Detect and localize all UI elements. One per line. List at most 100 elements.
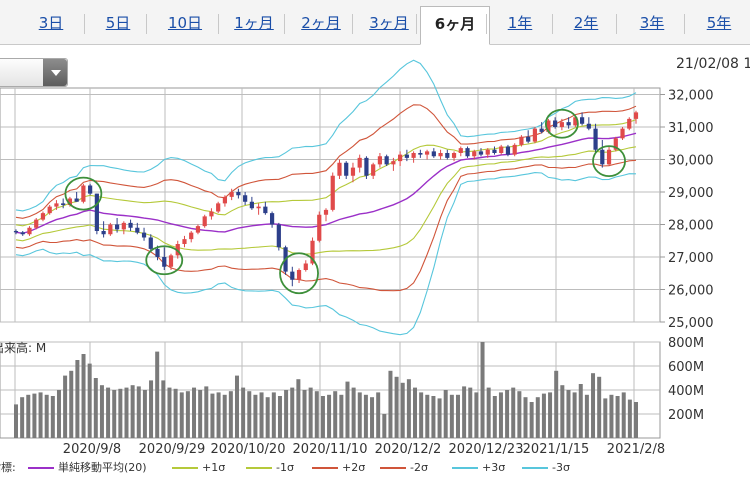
- candle-body: [27, 227, 32, 235]
- tab-separator: [486, 14, 487, 34]
- candle-body: [182, 239, 187, 244]
- volume-bar: [234, 375, 239, 438]
- tab-separator: [352, 14, 353, 34]
- candlestick-series: [13, 110, 639, 287]
- legend-item: -2σ: [380, 458, 428, 478]
- tab-4[interactable]: 1ヶ月: [234, 14, 274, 32]
- indicator-dropdown[interactable]: [0, 58, 68, 87]
- tab-7[interactable]: 6ヶ月: [420, 6, 490, 45]
- legend-item: -3σ: [522, 458, 570, 478]
- candle-body: [303, 263, 308, 270]
- tab-separator: [84, 14, 85, 34]
- volume-bar: [382, 414, 387, 438]
- volume-bar: [44, 394, 49, 438]
- volume-bar: [26, 394, 31, 438]
- volume-bar: [603, 398, 608, 438]
- legend-item: 単純移動平均(20): [28, 458, 147, 478]
- tab-10[interactable]: 3年: [639, 14, 665, 32]
- volume-bar: [179, 392, 184, 438]
- legend-item: +3σ: [452, 458, 505, 478]
- candle-body: [175, 244, 180, 256]
- annotation-circle: [64, 176, 103, 211]
- volume-bar: [271, 392, 276, 438]
- candle-body: [108, 224, 113, 235]
- candle-body: [310, 240, 315, 264]
- candle-body: [371, 164, 376, 176]
- volume-bar: [597, 376, 602, 438]
- candle-body: [263, 206, 268, 214]
- volume-bar: [222, 394, 227, 438]
- volume-bar: [204, 386, 209, 438]
- volume-bar: [413, 387, 418, 438]
- volume-bar: [93, 378, 98, 438]
- candle-body: [168, 255, 174, 267]
- volume-bar: [81, 354, 86, 438]
- minus-2-sigma-band: [15, 159, 637, 292]
- tab-separator: [218, 14, 219, 34]
- candle-body: [209, 211, 214, 217]
- candle-body: [532, 128, 538, 142]
- volume-bar: [106, 387, 111, 438]
- candle-body: [613, 138, 618, 150]
- volume-bar: [185, 391, 190, 438]
- candle-body: [364, 157, 369, 176]
- tab-1[interactable]: 3日: [38, 14, 64, 32]
- candle-body: [141, 232, 147, 238]
- candle-body: [162, 257, 167, 267]
- candle-body: [189, 232, 194, 240]
- legend-swatch: [380, 467, 406, 469]
- tab-6[interactable]: 3ヶ月: [369, 14, 409, 32]
- annotation-circle: [145, 245, 184, 276]
- candle-body: [566, 122, 571, 126]
- tab-separator: [146, 14, 147, 34]
- date-tick-label: 2020/12/2: [375, 442, 442, 457]
- date-tick-label: 2020/9/8: [63, 442, 121, 457]
- tab-separator: [684, 14, 685, 34]
- volume-bar: [155, 351, 160, 438]
- volume-bar: [505, 390, 510, 438]
- volume-bar: [112, 390, 117, 438]
- volume-bar: [363, 394, 368, 438]
- volume-bar: [634, 402, 638, 438]
- candle-body: [465, 148, 470, 157]
- volume-bar: [32, 393, 37, 438]
- candle-body: [249, 201, 254, 209]
- tab-2[interactable]: 5日: [105, 14, 131, 32]
- candle-body: [269, 213, 275, 225]
- price-tick-label: 29,000: [668, 186, 714, 201]
- candle-body: [88, 185, 93, 194]
- volume-bar: [259, 392, 264, 438]
- volume-bar: [388, 370, 393, 438]
- volume-bar: [149, 380, 154, 438]
- candle-body: [553, 120, 558, 127]
- price-grid: [0, 87, 661, 323]
- candle-body: [485, 149, 490, 155]
- annotation-circle: [279, 252, 319, 295]
- candle-body: [472, 151, 477, 157]
- volume-bar: [56, 390, 61, 438]
- candle-body: [222, 196, 228, 204]
- tab-11[interactable]: 5年: [706, 14, 732, 32]
- volume-bar: [173, 388, 178, 438]
- candle-body: [431, 151, 436, 157]
- price-tick-label: 30,000: [668, 154, 714, 169]
- date-tick-label: 2020/9/29: [139, 442, 206, 457]
- candle-body: [377, 156, 383, 165]
- volume-bar: [290, 387, 295, 438]
- volume-bar: [572, 392, 577, 438]
- tab-9[interactable]: 2年: [573, 14, 599, 32]
- plus-1-sigma-band: [15, 119, 637, 227]
- volume-bar: [468, 387, 473, 438]
- legend-swatch: [246, 467, 272, 469]
- tab-8[interactable]: 1年: [507, 14, 533, 32]
- candle-body: [600, 149, 605, 165]
- dropdown-arrow-button[interactable]: [43, 59, 67, 86]
- volume-bar: [425, 394, 430, 438]
- legend-swatch: [172, 467, 198, 469]
- candle-body: [101, 231, 106, 235]
- hand-drawn-annotations: [64, 108, 626, 295]
- volume-bar: [142, 390, 147, 438]
- volume-bar: [14, 404, 18, 438]
- tab-5[interactable]: 2ヶ月: [301, 14, 341, 32]
- tab-3[interactable]: 10日: [167, 14, 203, 32]
